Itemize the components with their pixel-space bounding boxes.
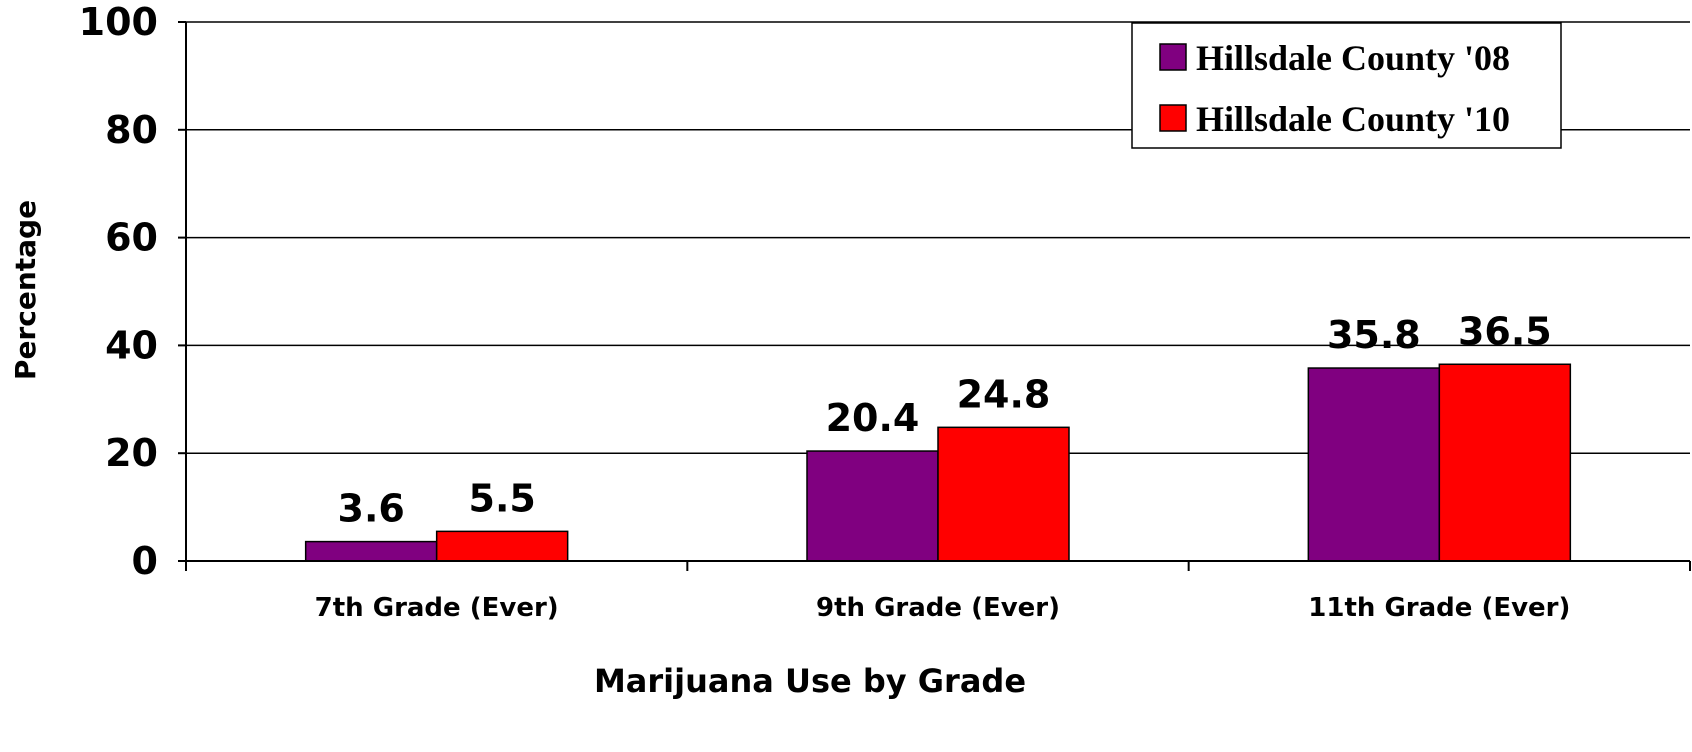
x-category-label: 11th Grade (Ever): [1308, 593, 1570, 623]
bar: [1438, 363, 1572, 562]
legend-swatch: [1159, 43, 1187, 71]
x-category-label: 9th Grade (Ever): [816, 593, 1060, 623]
y-tick-label: 40: [105, 323, 158, 367]
y-tick-label: 100: [79, 0, 158, 44]
y-tick-label: 20: [105, 431, 158, 475]
y-axis-ticks: 0 20 40 60 80 100: [79, 0, 186, 583]
y-tick-label: 0: [132, 539, 158, 583]
legend-swatch: [1159, 104, 1187, 132]
data-label: 5.5: [469, 476, 536, 520]
legend-label: Hillsdale County '08: [1196, 38, 1510, 78]
y-axis-title: Percentage: [9, 200, 42, 380]
bar: [806, 450, 939, 562]
x-axis-title: Marijuana Use by Grade: [594, 662, 1026, 700]
bar: [304, 540, 438, 562]
data-label: 35.8: [1327, 313, 1421, 357]
data-label: 24.8: [957, 372, 1051, 416]
bars: [304, 363, 1572, 562]
legend: Hillsdale County '08 Hillsdale County '10: [1131, 22, 1562, 149]
bar: [1307, 367, 1441, 562]
bar: [937, 426, 1070, 562]
data-label: 20.4: [826, 396, 920, 440]
data-label: 3.6: [338, 487, 405, 531]
y-tick-label: 80: [105, 108, 158, 152]
x-category-label: 7th Grade (Ever): [315, 593, 559, 623]
bar: [435, 530, 569, 562]
legend-box: [1131, 22, 1562, 149]
x-axis-categories: 7th Grade (Ever) 9th Grade (Ever) 11th Gra…: [185, 561, 1691, 623]
legend-label: Hillsdale County '10: [1196, 99, 1510, 139]
data-label: 36.5: [1458, 309, 1552, 353]
y-tick-label: 60: [105, 216, 158, 260]
data-labels: 3.6 5.5 20.4 24.8 35.8 36.5: [338, 309, 1552, 530]
